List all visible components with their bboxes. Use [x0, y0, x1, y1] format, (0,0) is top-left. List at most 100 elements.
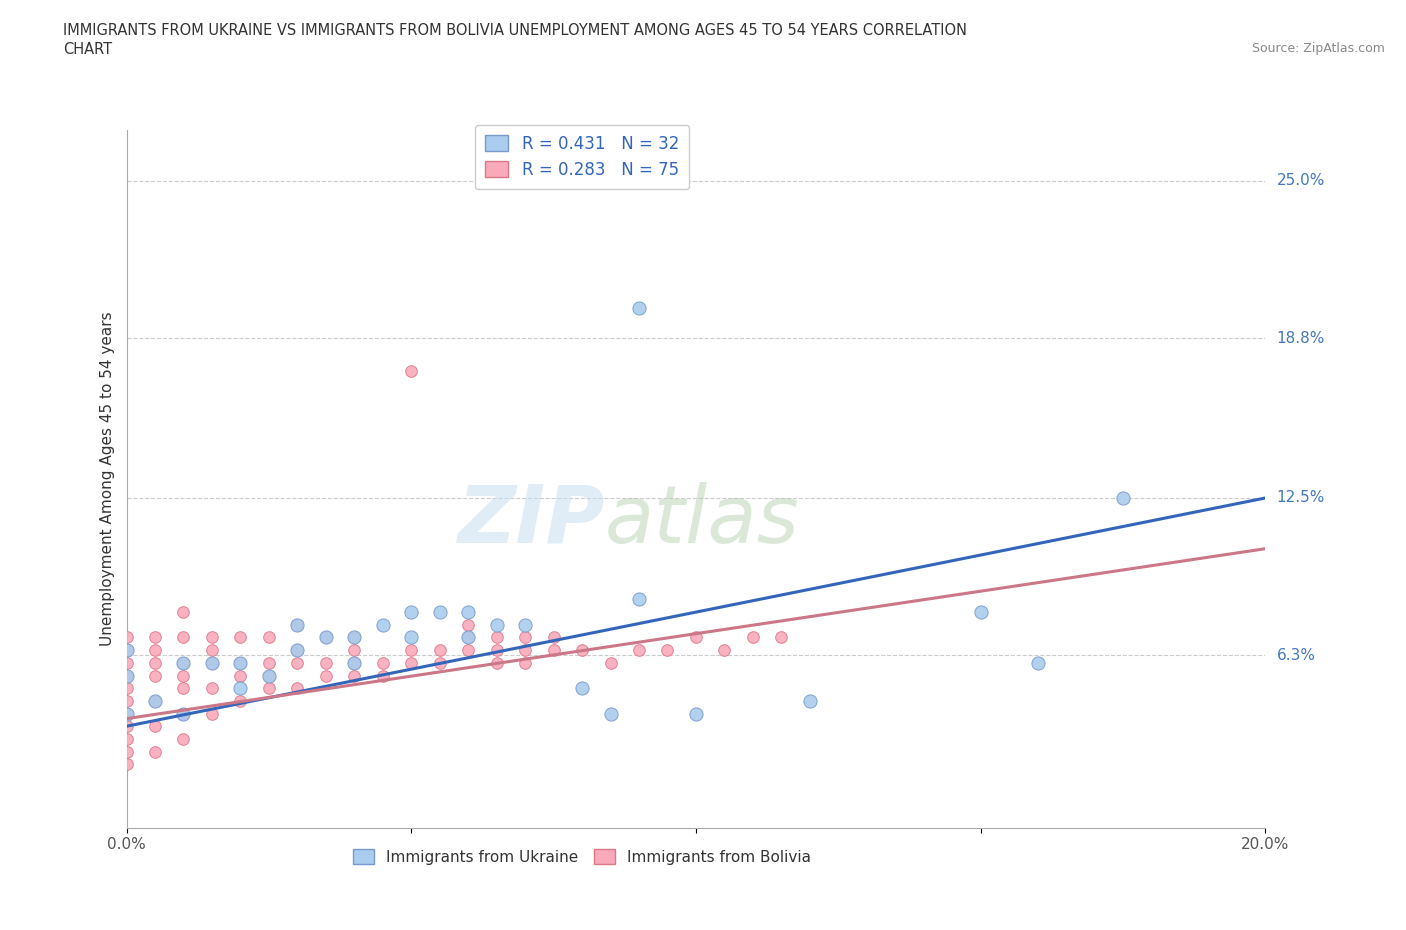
Point — [970, 604, 993, 619]
Text: Source: ZipAtlas.com: Source: ZipAtlas.com — [1251, 42, 1385, 55]
Point — [515, 643, 537, 658]
Point — [401, 630, 423, 644]
Text: 25.0%: 25.0% — [1277, 173, 1324, 189]
Point — [1026, 656, 1049, 671]
Point — [571, 681, 593, 696]
Point — [257, 681, 280, 696]
Point — [172, 706, 194, 721]
Point — [115, 706, 138, 721]
Point — [315, 668, 337, 683]
Point — [115, 719, 138, 734]
Point — [685, 706, 707, 721]
Point — [429, 656, 451, 671]
Point — [401, 643, 423, 658]
Point — [172, 668, 194, 683]
Point — [343, 630, 366, 644]
Point — [485, 618, 508, 632]
Point — [343, 668, 366, 683]
Point — [143, 744, 166, 759]
Point — [172, 732, 194, 747]
Point — [401, 364, 423, 379]
Point — [429, 643, 451, 658]
Text: ZIP: ZIP — [457, 482, 605, 560]
Point — [201, 630, 224, 644]
Point — [770, 630, 793, 644]
Point — [257, 668, 280, 683]
Point — [257, 630, 280, 644]
Point — [401, 604, 423, 619]
Point — [201, 681, 224, 696]
Point — [172, 630, 194, 644]
Legend: Immigrants from Ukraine, Immigrants from Bolivia: Immigrants from Ukraine, Immigrants from… — [344, 842, 820, 872]
Text: 12.5%: 12.5% — [1277, 490, 1324, 506]
Point — [172, 656, 194, 671]
Point — [115, 668, 138, 683]
Point — [657, 643, 679, 658]
Point — [371, 656, 394, 671]
Point — [287, 656, 309, 671]
Point — [1112, 490, 1135, 505]
Point — [257, 656, 280, 671]
Point — [457, 630, 479, 644]
Point — [115, 656, 138, 671]
Text: 18.8%: 18.8% — [1277, 331, 1324, 346]
Point — [115, 744, 138, 759]
Y-axis label: Unemployment Among Ages 45 to 54 years: Unemployment Among Ages 45 to 54 years — [100, 312, 115, 646]
Point — [143, 694, 166, 709]
Point — [287, 643, 309, 658]
Point — [515, 656, 537, 671]
Point — [172, 681, 194, 696]
Point — [201, 643, 224, 658]
Point — [115, 668, 138, 683]
Point — [287, 618, 309, 632]
Point — [543, 630, 565, 644]
Point — [343, 643, 366, 658]
Point — [457, 643, 479, 658]
Point — [343, 630, 366, 644]
Point — [172, 656, 194, 671]
Point — [628, 643, 651, 658]
Point — [315, 630, 337, 644]
Point — [457, 630, 479, 644]
Point — [201, 656, 224, 671]
Point — [457, 618, 479, 632]
Point — [485, 630, 508, 644]
Point — [257, 668, 280, 683]
Point — [229, 694, 252, 709]
Point — [287, 643, 309, 658]
Point — [599, 706, 621, 721]
Point — [115, 643, 138, 658]
Point — [599, 656, 621, 671]
Point — [143, 656, 166, 671]
Point — [457, 604, 479, 619]
Point — [713, 643, 735, 658]
Point — [143, 694, 166, 709]
Point — [515, 630, 537, 644]
Point — [287, 618, 309, 632]
Point — [229, 656, 252, 671]
Point — [515, 618, 537, 632]
Point — [115, 706, 138, 721]
Point — [742, 630, 765, 644]
Point — [371, 618, 394, 632]
Point — [287, 681, 309, 696]
Point — [485, 643, 508, 658]
Point — [201, 656, 224, 671]
Text: IMMIGRANTS FROM UKRAINE VS IMMIGRANTS FROM BOLIVIA UNEMPLOYMENT AMONG AGES 45 TO: IMMIGRANTS FROM UKRAINE VS IMMIGRANTS FR… — [63, 23, 967, 38]
Point — [115, 757, 138, 772]
Point — [115, 732, 138, 747]
Point — [143, 668, 166, 683]
Point — [229, 656, 252, 671]
Point — [401, 656, 423, 671]
Point — [571, 643, 593, 658]
Point — [799, 694, 821, 709]
Text: 6.3%: 6.3% — [1277, 647, 1316, 663]
Point — [315, 656, 337, 671]
Point — [201, 706, 224, 721]
Point — [143, 630, 166, 644]
Point — [628, 300, 651, 315]
Text: atlas: atlas — [605, 482, 800, 560]
Point — [343, 656, 366, 671]
Point — [172, 604, 194, 619]
Point — [229, 630, 252, 644]
